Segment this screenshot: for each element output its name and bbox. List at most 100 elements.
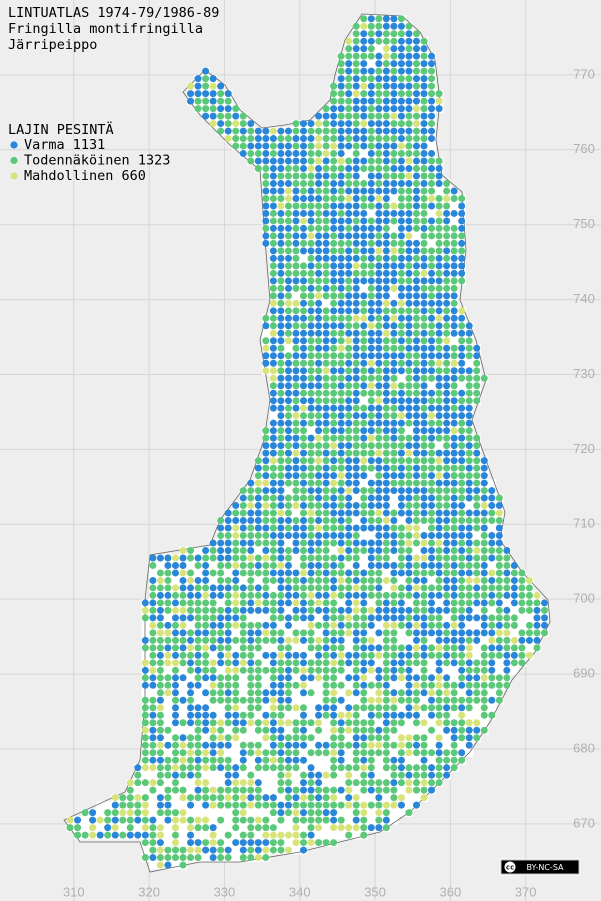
map-cell — [518, 614, 527, 623]
map-cell — [141, 629, 150, 638]
atlas-dot — [443, 644, 451, 652]
atlas-dot — [375, 801, 383, 809]
atlas-dot — [187, 801, 195, 809]
atlas-dot — [164, 659, 172, 667]
atlas-dot — [473, 719, 481, 727]
atlas-dot — [171, 824, 179, 832]
atlas-dot — [81, 831, 89, 839]
atlas-dot — [111, 831, 119, 839]
atlas-dot — [360, 756, 368, 764]
atlas-dot — [382, 629, 390, 637]
atlas-dot — [224, 801, 232, 809]
atlas-dot — [412, 689, 420, 697]
map-cell — [141, 786, 150, 795]
atlas-dot — [269, 636, 277, 644]
atlas-dot — [156, 689, 164, 697]
atlas-dot — [322, 621, 330, 629]
atlas-dot — [360, 831, 368, 839]
map-cell — [201, 808, 210, 817]
map-cell — [179, 666, 188, 675]
atlas-dot — [194, 816, 202, 824]
atlas-dot — [126, 816, 134, 824]
atlas-dot — [352, 651, 360, 659]
atlas-dot — [435, 771, 443, 779]
atlas-dot — [390, 771, 398, 779]
atlas-dot — [458, 711, 466, 719]
atlas-dot — [450, 749, 458, 757]
map-cell — [412, 756, 421, 765]
atlas-dot — [292, 801, 300, 809]
map-cell — [284, 606, 293, 615]
atlas-dot — [458, 696, 466, 704]
atlas-dot — [367, 666, 375, 674]
atlas-dot — [458, 681, 466, 689]
atlas-dot — [156, 651, 164, 659]
map-cell — [314, 756, 323, 765]
map-cell — [307, 741, 316, 750]
atlas-dot — [194, 704, 202, 712]
atlas-dot — [179, 674, 187, 682]
atlas-dot — [420, 614, 428, 622]
map-cell — [284, 726, 293, 735]
atlas-dot — [360, 824, 368, 832]
atlas-dot — [420, 786, 428, 794]
map-cell — [216, 823, 225, 832]
atlas-dot — [307, 734, 315, 742]
atlas-dot — [337, 711, 345, 719]
atlas-dot — [111, 824, 119, 832]
map-cell — [397, 516, 406, 525]
atlas-dot — [473, 689, 481, 697]
map-cell — [352, 516, 361, 525]
atlas-dot — [187, 696, 195, 704]
map-cell — [435, 726, 444, 735]
atlas-dot — [209, 824, 217, 832]
atlas-dot — [262, 764, 270, 772]
map-cell — [224, 748, 233, 757]
atlas-dot — [367, 726, 375, 734]
atlas-dot — [247, 659, 255, 667]
atlas-dot — [164, 741, 172, 749]
atlas-dot — [420, 756, 428, 764]
atlas-dot — [171, 786, 179, 794]
atlas-dot — [202, 651, 210, 659]
map-cell — [495, 659, 504, 668]
map-cell — [269, 644, 278, 653]
atlas-dot — [232, 659, 240, 667]
atlas-dot — [171, 839, 179, 847]
atlas-dot — [284, 786, 292, 794]
atlas-dot — [217, 816, 225, 824]
atlas-dot — [254, 644, 262, 652]
atlas-dot — [187, 614, 195, 622]
map-cell — [465, 501, 474, 510]
map-cell — [329, 546, 338, 555]
atlas-dot — [179, 771, 187, 779]
map-cell — [262, 644, 271, 653]
map-cell — [314, 696, 323, 705]
atlas-dot — [330, 726, 338, 734]
atlas-dot — [412, 779, 420, 787]
atlas-dot — [141, 606, 149, 614]
atlas-dot — [224, 794, 232, 802]
atlas-dot — [382, 764, 390, 772]
atlas-dot — [375, 704, 383, 712]
map-cell — [307, 711, 316, 720]
atlas-dot — [247, 636, 255, 644]
atlas-dot — [375, 666, 383, 674]
atlas-dot — [495, 651, 503, 659]
map-cell — [427, 142, 436, 151]
atlas-dot — [533, 644, 541, 652]
atlas-dot — [277, 741, 285, 749]
atlas-dot — [224, 659, 232, 667]
atlas-dot — [277, 771, 285, 779]
map-cell — [284, 838, 293, 847]
atlas-dot — [465, 659, 473, 667]
atlas-dot — [292, 726, 300, 734]
atlas-dot — [510, 621, 518, 629]
map-cell — [525, 644, 534, 653]
atlas-dot — [232, 636, 240, 644]
atlas-dot — [232, 816, 240, 824]
atlas-dot — [269, 824, 277, 832]
map-cell — [292, 689, 301, 698]
atlas-dot — [149, 764, 157, 772]
map-cell — [435, 441, 444, 450]
